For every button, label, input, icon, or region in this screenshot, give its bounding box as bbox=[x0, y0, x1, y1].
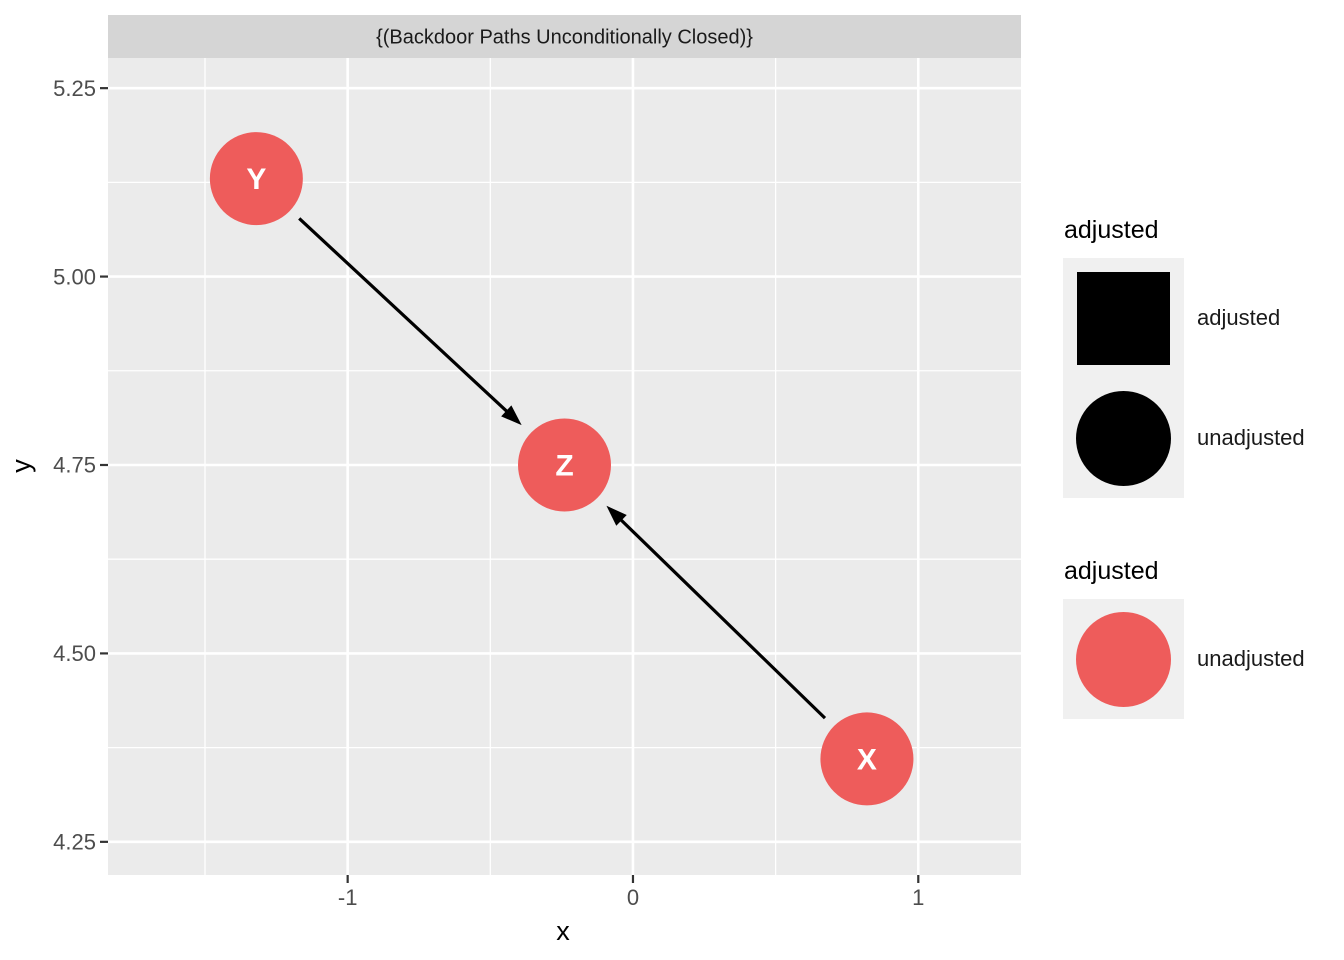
dag-edge-Y-to-Z bbox=[298, 217, 509, 414]
node-X bbox=[820, 712, 914, 806]
legend-title: adjusted bbox=[1064, 557, 1159, 585]
circle-symbol-icon bbox=[1076, 611, 1171, 707]
arrowhead-icon bbox=[606, 505, 627, 526]
circle-symbol-icon bbox=[1076, 390, 1171, 486]
facet-strip-title: {(Backdoor Paths Unconditionally Closed)… bbox=[376, 27, 753, 49]
legend-keys: adjusted unadjusted bbox=[1063, 258, 1305, 498]
legend-title: adjusted bbox=[1064, 216, 1159, 244]
legend-entry: unadjusted bbox=[1063, 378, 1305, 498]
facet-strip bbox=[108, 15, 1021, 58]
y-tick-label: 4.25 bbox=[53, 830, 96, 855]
node-Y bbox=[209, 132, 303, 226]
y-tick-label: 5.25 bbox=[53, 76, 96, 101]
legend-color: adjusted unadjusted bbox=[1063, 556, 1305, 719]
legend-entry: adjusted bbox=[1063, 258, 1305, 378]
arrowhead-icon bbox=[501, 405, 522, 426]
x-tick-label: 0 bbox=[627, 885, 639, 910]
legend-entry: unadjusted bbox=[1063, 599, 1305, 719]
legend-shape: adjusted adjusted unadjusted bbox=[1063, 215, 1305, 498]
x-tick-label: 1 bbox=[912, 885, 924, 910]
node-Z bbox=[518, 418, 611, 512]
square-symbol-icon bbox=[1077, 271, 1170, 365]
dag-nodes: Y Z X bbox=[209, 132, 914, 806]
axis-ticks: -1 0 1 5.25 5.00 4.75 4.50 4.25 bbox=[53, 76, 924, 910]
legend-entry-label: unadjusted bbox=[1197, 425, 1305, 450]
y-axis-title: y bbox=[6, 459, 36, 473]
node-label-X: X bbox=[857, 743, 877, 776]
legend-key bbox=[1063, 258, 1184, 378]
x-tick-label: -1 bbox=[338, 885, 358, 910]
node-label-Z: Z bbox=[555, 449, 573, 482]
legend-keys: unadjusted bbox=[1063, 599, 1305, 719]
y-tick-label: 4.75 bbox=[53, 453, 96, 478]
legend-entry-label: unadjusted bbox=[1197, 646, 1305, 671]
node-label-Y: Y bbox=[246, 163, 266, 196]
gridlines bbox=[108, 58, 1021, 875]
legend-key bbox=[1063, 378, 1184, 498]
x-axis-title: x bbox=[556, 916, 570, 946]
legend-entry-label: adjusted bbox=[1197, 305, 1281, 330]
y-tick-label: 4.50 bbox=[53, 641, 96, 666]
dag-edge-X-to-Z bbox=[618, 517, 827, 720]
y-tick-label: 5.00 bbox=[53, 264, 96, 289]
dag-edges bbox=[298, 217, 827, 720]
legend-key bbox=[1063, 599, 1184, 719]
